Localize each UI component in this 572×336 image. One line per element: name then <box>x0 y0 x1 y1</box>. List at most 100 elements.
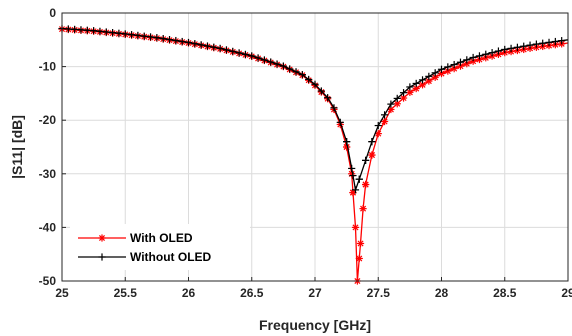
series-marker <box>520 42 528 50</box>
marker-stroke <box>375 130 382 137</box>
series-marker <box>248 52 256 60</box>
marker-stroke <box>457 63 464 70</box>
marker-stroke <box>387 106 394 113</box>
series-marker <box>324 94 332 102</box>
x-tick-label: 27 <box>308 286 322 300</box>
y-tick-label: 0 <box>49 6 56 20</box>
series-marker <box>362 180 370 189</box>
series-marker <box>380 111 389 119</box>
series-marker <box>444 63 452 71</box>
marker-stroke <box>451 65 458 72</box>
marker-stroke <box>349 189 356 196</box>
series-marker <box>513 43 521 51</box>
marker-stroke <box>357 240 364 247</box>
series-marker <box>317 87 325 95</box>
series-marker <box>359 205 367 213</box>
x-tick-label: 27.5 <box>367 286 391 300</box>
series-marker <box>102 28 110 36</box>
marker-stroke <box>413 85 420 92</box>
series-marker <box>412 79 420 88</box>
series-marker <box>121 30 129 38</box>
series-marker <box>197 41 205 49</box>
series-marker <box>351 186 360 194</box>
series-marker <box>254 54 262 62</box>
series-without-oled <box>58 24 569 194</box>
series-marker <box>311 80 319 88</box>
series-marker <box>349 171 357 180</box>
series-marker <box>241 50 250 58</box>
series-marker <box>545 38 553 46</box>
x-tick-label: 25 <box>55 286 69 300</box>
marker-stroke <box>438 70 445 77</box>
x-tick-label: 29 <box>561 286 572 300</box>
x-tick-label: 25.5 <box>114 286 138 300</box>
marker-stroke <box>400 95 407 102</box>
legend-label: With OLED <box>130 231 193 245</box>
marker-stroke <box>368 152 375 159</box>
x-tick-label: 26.5 <box>240 286 264 300</box>
marker-stroke <box>352 224 359 231</box>
series-marker <box>488 49 496 57</box>
series-marker <box>501 45 509 54</box>
series-marker <box>418 76 427 84</box>
series-marker <box>260 56 268 64</box>
series-marker <box>77 26 85 34</box>
y-tick-label: -40 <box>39 220 57 234</box>
legend-label: Without OLED <box>130 250 212 264</box>
series-marker <box>336 118 344 126</box>
series-marker <box>362 156 370 164</box>
y-tick-label: -20 <box>39 113 57 127</box>
series-marker <box>475 52 484 60</box>
series-marker <box>159 35 167 43</box>
series-marker <box>469 57 477 65</box>
series-marker <box>210 43 218 51</box>
series-marker <box>267 58 275 66</box>
marker-stroke <box>343 143 350 151</box>
series-marker <box>153 34 161 42</box>
x-axis-label: Frequency [GHz] <box>259 317 371 333</box>
series-marker <box>165 35 174 44</box>
series-marker <box>356 239 365 248</box>
series-marker <box>348 164 356 173</box>
series-marker <box>64 25 72 33</box>
series-marker <box>393 100 401 108</box>
y-axis-label: |S11| [dB] <box>9 115 25 179</box>
marker-stroke <box>444 68 451 75</box>
marker-stroke <box>432 74 439 81</box>
series-marker <box>399 94 408 102</box>
series-marker <box>437 65 446 73</box>
series-marker <box>203 42 212 50</box>
legend: With OLED Without OLED <box>70 224 250 270</box>
legend-marker <box>98 234 106 242</box>
series-marker <box>368 151 376 159</box>
series-marker <box>507 44 515 52</box>
series-marker <box>368 138 376 146</box>
marker-stroke <box>470 58 477 65</box>
series-marker <box>229 47 237 55</box>
series-marker <box>298 71 306 79</box>
y-tick-label: -50 <box>39 274 57 288</box>
marker-stroke <box>476 56 483 63</box>
series-marker <box>96 27 104 35</box>
legend-box <box>70 224 250 270</box>
marker-stroke <box>356 255 363 262</box>
series-marker <box>539 39 547 47</box>
series-marker <box>469 53 477 62</box>
series-marker <box>532 40 540 48</box>
series-marker <box>551 37 559 46</box>
series-marker <box>526 41 534 49</box>
series-marker <box>355 254 363 263</box>
marker-stroke <box>360 205 367 212</box>
series-layer <box>58 24 569 285</box>
series-marker <box>330 104 338 112</box>
series-marker <box>380 117 389 126</box>
series-marker <box>172 36 180 45</box>
series-marker <box>418 81 427 89</box>
x-tick-label: 28 <box>435 286 449 300</box>
marker-stroke <box>463 60 470 67</box>
marker-stroke <box>419 81 426 88</box>
x-tick-label: 28.5 <box>493 286 517 300</box>
series-marker <box>425 72 433 80</box>
marker-stroke <box>381 118 388 125</box>
